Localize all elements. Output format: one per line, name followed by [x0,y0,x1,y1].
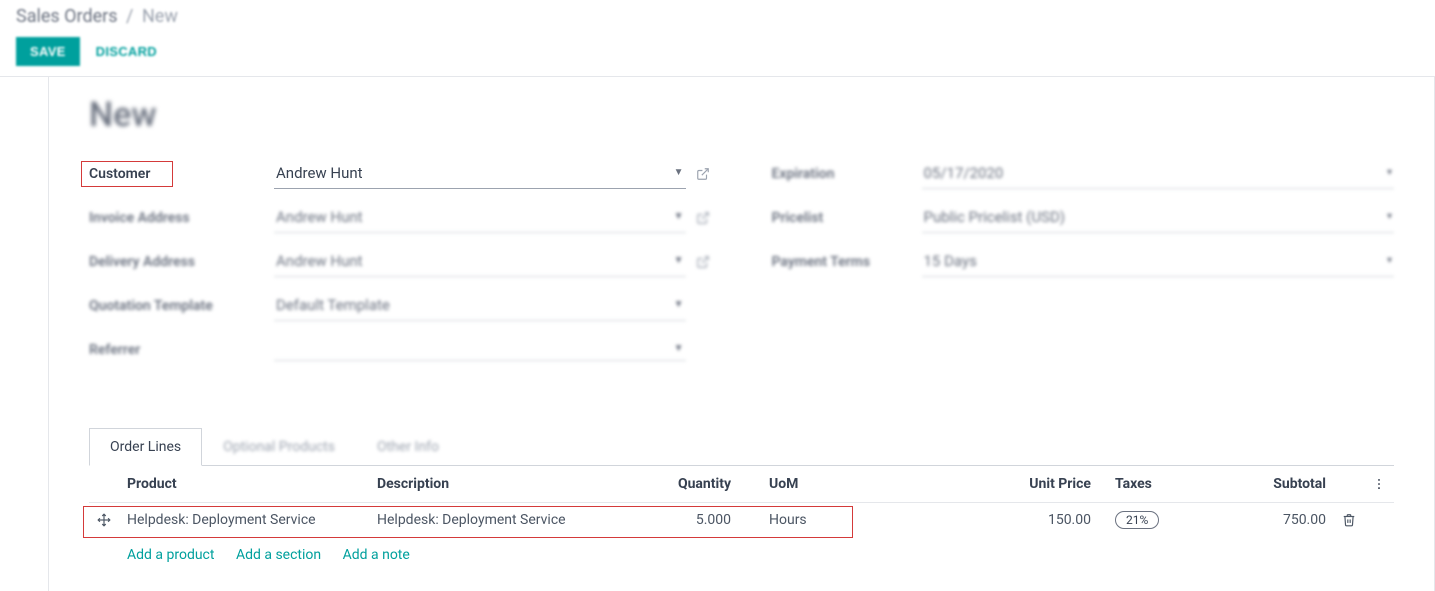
tax-badge: 21% [1115,511,1159,529]
cell-product[interactable]: Helpdesk: Deployment Service [119,503,369,538]
cell-quantity[interactable]: 5.000 [629,503,739,538]
order-lines-table: Product Description Quantity UoM Unit Pr… [89,466,1394,571]
col-unit-price: Unit Price [839,466,1099,503]
chevron-down-icon: ▼ [674,211,684,222]
label-expiration: Expiration [772,166,922,182]
page-title: New [89,95,1394,135]
field-expiration: Expiration 05/17/2020 ▾ [772,159,1395,189]
input-payment-terms[interactable]: 15 Days ▾ [922,248,1395,277]
col-product: Product [119,466,369,503]
move-icon [97,512,111,528]
save-button[interactable]: SAVE [16,37,80,66]
tab-optional-products[interactable]: Optional Products [202,428,356,466]
input-expiration-value: 05/17/2020 [924,164,1004,182]
label-delivery-address: Delivery Address [89,254,274,270]
form-col-right: Expiration 05/17/2020 ▾ Pricelist Public… [772,159,1395,379]
col-menu[interactable] [1364,466,1394,503]
label-pricelist: Pricelist [772,210,922,226]
chevron-down-icon: ▼ [674,299,684,310]
chevron-down-icon: ▼ [674,343,684,354]
input-pricelist-value: Public Pricelist (USD) [924,208,1066,226]
breadcrumb: Sales Orders / New [16,6,1419,27]
drag-handle[interactable] [89,503,119,538]
input-payment-terms-value: 15 Days [924,252,977,270]
field-payment-terms: Payment Terms 15 Days ▾ [772,247,1395,277]
external-link-icon[interactable] [696,167,712,181]
col-uom: UoM [739,466,839,503]
field-quotation-template: Quotation Template Default Template ▼ [89,291,712,321]
chevron-down-icon: ▾ [1387,255,1392,266]
chevron-down-icon: ▼ [674,255,684,266]
external-link-icon[interactable] [696,211,712,225]
add-section-link[interactable]: Add a section [236,547,321,563]
table-row[interactable]: Helpdesk: Deployment Service Helpdesk: D… [89,503,1394,538]
cell-description[interactable]: Helpdesk: Deployment Service [369,503,629,538]
input-delivery-address[interactable]: Andrew Hunt ▼ [274,248,686,277]
chevron-down-icon: ▾ [1387,211,1392,222]
breadcrumb-leaf: New [142,6,178,27]
form-col-left: Customer Andrew Hunt ▼ Invoice Address A… [89,159,712,379]
label-invoice-address: Invoice Address [89,210,274,226]
form-sheet: New Customer Andrew Hunt ▼ Invoice Addre… [48,77,1435,591]
tab-order-lines[interactable]: Order Lines [89,428,202,466]
col-taxes: Taxes [1099,466,1199,503]
input-pricelist[interactable]: Public Pricelist (USD) ▾ [922,204,1395,233]
add-note-link[interactable]: Add a note [343,547,410,563]
form-columns: Customer Andrew Hunt ▼ Invoice Address A… [89,159,1394,379]
external-link-icon[interactable] [696,255,712,269]
label-quotation-template: Quotation Template [89,298,274,314]
input-quotation-template-value: Default Template [276,296,390,314]
field-customer: Customer Andrew Hunt ▼ [89,159,712,189]
field-pricelist: Pricelist Public Pricelist (USD) ▾ [772,203,1395,233]
col-drag [89,466,119,503]
input-expiration[interactable]: 05/17/2020 ▾ [922,160,1395,189]
add-product-link[interactable]: Add a product [127,547,214,563]
action-bar: SAVE DISCARD [16,37,1419,66]
cell-subtotal: 750.00 [1199,503,1334,538]
kebab-icon [1372,476,1386,492]
col-quantity: Quantity [629,466,739,503]
input-invoice-address[interactable]: Andrew Hunt ▼ [274,204,686,233]
input-customer[interactable]: Andrew Hunt ▼ [274,160,686,189]
field-delivery-address: Delivery Address Andrew Hunt ▼ [89,247,712,277]
input-referrer[interactable]: ▼ [274,339,686,361]
label-payment-terms: Payment Terms [772,254,922,270]
input-delivery-address-value: Andrew Hunt [276,252,363,270]
input-customer-value: Andrew Hunt [276,164,363,182]
col-description: Description [369,466,629,503]
top-bar: Sales Orders / New SAVE DISCARD [0,0,1435,77]
label-referrer: Referrer [89,342,274,358]
chevron-down-icon: ▾ [1387,167,1392,178]
cell-uom[interactable]: Hours [739,503,839,538]
col-subtotal: Subtotal [1199,466,1334,503]
tabs: Order Lines Optional Products Other Info [89,427,1394,466]
label-customer: Customer [81,161,173,187]
col-delete [1334,466,1364,503]
input-invoice-address-value: Andrew Hunt [276,208,363,226]
field-referrer: Referrer ▼ [89,335,712,365]
chevron-down-icon: ▼ [674,167,684,178]
table-add-row: Add a product Add a section Add a note [89,537,1394,571]
breadcrumb-root[interactable]: Sales Orders [16,6,118,27]
tab-other-info[interactable]: Other Info [356,428,460,466]
cell-taxes[interactable]: 21% [1099,503,1199,538]
input-quotation-template[interactable]: Default Template ▼ [274,292,686,321]
discard-button[interactable]: DISCARD [92,37,161,66]
field-invoice-address: Invoice Address Andrew Hunt ▼ [89,203,712,233]
breadcrumb-separator: / [126,6,133,27]
cell-unit-price[interactable]: 150.00 [839,503,1099,538]
cell-delete[interactable] [1334,503,1364,538]
trash-icon [1342,512,1356,528]
